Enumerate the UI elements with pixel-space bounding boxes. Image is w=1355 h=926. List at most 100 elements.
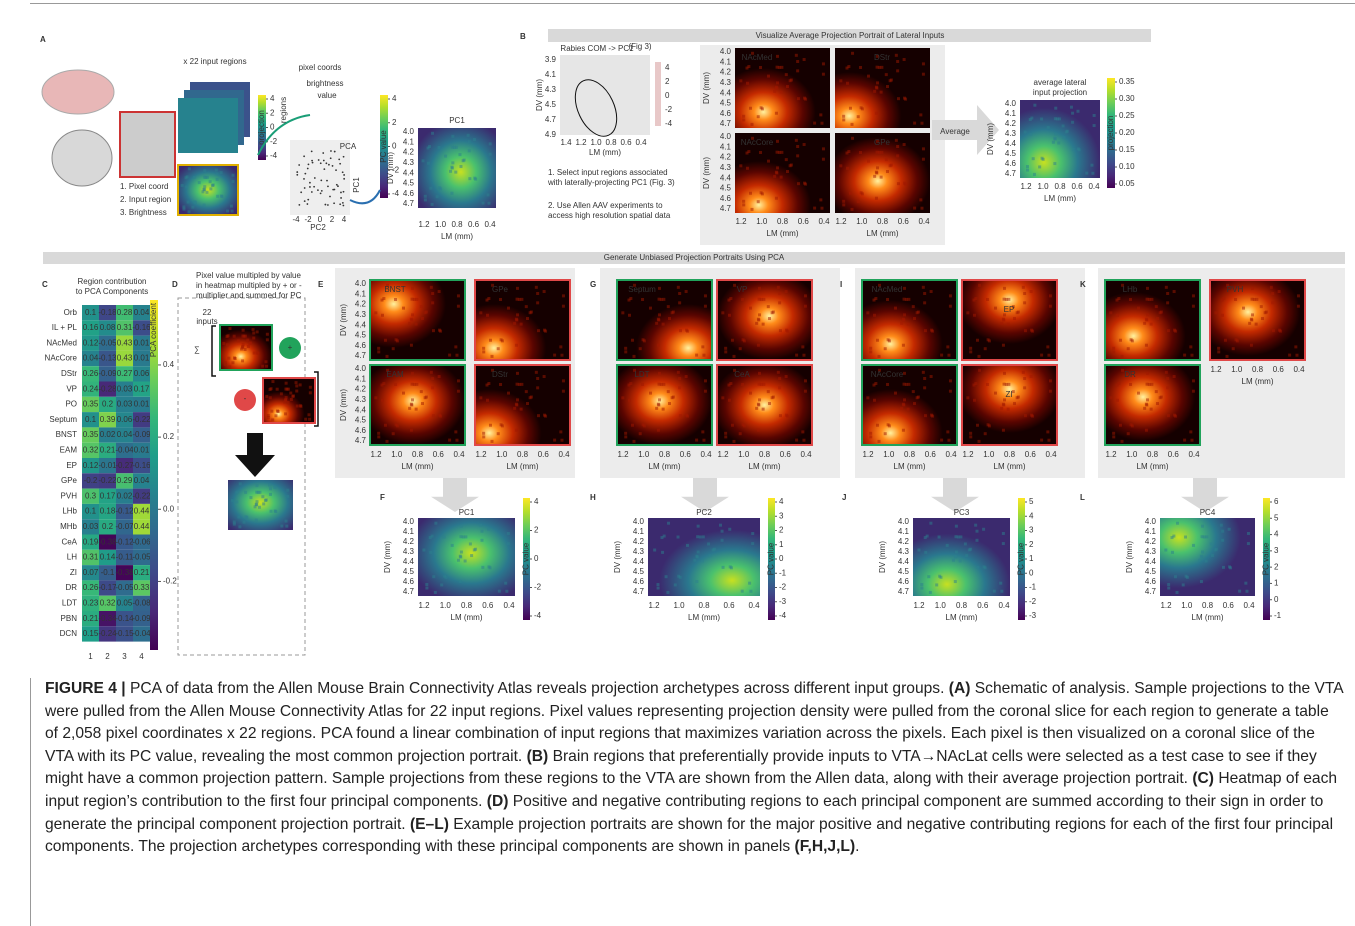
portrait-speck: [775, 197, 778, 200]
column-label: 2: [105, 652, 110, 661]
scatter-dot: [296, 174, 298, 176]
colorbar-tick-label: 0: [779, 554, 784, 563]
portrait-speck: [739, 432, 742, 435]
lm-tick-label: 0.6: [1025, 450, 1037, 459]
scatter-dot: [325, 162, 327, 164]
portrait-speck: [231, 361, 234, 364]
portrait-speck: [1221, 530, 1224, 533]
lm-tick-label: 1.2: [617, 450, 629, 459]
dv-tick-label: 4.5: [403, 179, 415, 188]
portrait-speck: [869, 347, 872, 350]
portrait-speck: [867, 160, 870, 163]
portrait-speck: [896, 69, 899, 72]
portrait-speck: [749, 590, 752, 593]
portrait-speck: [678, 386, 681, 389]
portrait-speck: [285, 396, 288, 399]
portrait-speck: [1024, 329, 1027, 332]
note-text: 1. Select input regions associated: [548, 168, 668, 177]
portrait-speck: [728, 314, 731, 317]
portrait-speck: [885, 73, 888, 76]
portrait-speck: [1297, 305, 1300, 308]
portrait-speck: [929, 591, 932, 594]
cell-value: 0.17: [134, 384, 150, 393]
scatter-dot: [342, 171, 344, 173]
portrait-speck: [851, 137, 854, 140]
portrait-speck: [231, 180, 234, 183]
portrait-speck: [286, 489, 289, 492]
portrait-speck: [233, 523, 236, 526]
portrait-speck: [1121, 355, 1124, 358]
portrait-speck: [894, 307, 897, 310]
note-text: access high resolution spatial data: [548, 211, 671, 220]
portrait-speck: [1172, 535, 1175, 538]
portrait-speck: [900, 407, 903, 410]
portrait-speck: [742, 200, 745, 203]
cell-value: -0.09: [98, 369, 117, 378]
portrait-speck: [438, 146, 441, 149]
portrait-speck: [212, 183, 215, 186]
cell-value: 0.07: [83, 568, 99, 577]
cell-value: 0.01: [134, 445, 150, 454]
portrait-speck: [803, 58, 806, 61]
portrait-speck: [973, 314, 976, 317]
scatter-dot: [326, 180, 328, 182]
portrait-speck: [767, 305, 770, 308]
dv-tick-label: 4.4: [1005, 139, 1017, 148]
portrait-speck: [984, 432, 987, 435]
portrait-speck: [749, 307, 752, 310]
portrait-speck: [748, 582, 751, 585]
portrait-speck: [873, 314, 876, 317]
portrait-speck: [631, 339, 634, 342]
portrait-speck: [1146, 372, 1149, 375]
portrait-speck: [778, 292, 781, 295]
cell-value: -0.22: [98, 476, 117, 485]
scatter-dot: [343, 191, 345, 193]
cell-value: -0.22: [132, 491, 151, 500]
lm-tick-label: 0.4: [558, 450, 570, 459]
portrait-speck: [978, 369, 981, 372]
colorbar-tick-label: 2: [534, 526, 539, 535]
portrait-speck: [481, 566, 484, 569]
brain-schematic: [42, 70, 114, 114]
cell-value: 0.35: [83, 400, 99, 409]
dv-tick-label: 4.1: [545, 70, 557, 79]
portrait-speck: [487, 193, 490, 196]
portrait-speck: [286, 388, 289, 391]
scatter-dot: [340, 197, 342, 199]
portrait-speck: [1198, 559, 1201, 562]
portrait-speck: [562, 379, 565, 382]
portrait-speck: [438, 290, 441, 293]
portrait-speck: [822, 62, 825, 65]
portrait-speck: [628, 314, 631, 317]
lm-tick-label: 0.8: [956, 601, 968, 610]
cell-value: 0.04: [117, 430, 133, 439]
portrait-speck: [742, 203, 745, 206]
portrait-speck: [778, 66, 781, 69]
portrait-speck: [772, 311, 775, 314]
portrait-speck: [857, 200, 860, 203]
portrait-speck: [860, 191, 863, 194]
portrait-speck: [1112, 350, 1115, 353]
portrait-speck: [450, 166, 453, 169]
portrait-speck: [1053, 137, 1056, 140]
portrait-speck: [453, 146, 456, 149]
cell-value: 0.44: [134, 507, 150, 516]
portrait-speck: [411, 287, 414, 290]
portrait-speck: [413, 298, 416, 301]
portrait-speck: [504, 582, 507, 585]
portrait-speck: [1244, 582, 1247, 585]
portrait-speck: [876, 424, 879, 427]
lm-tick-label: 1.0: [1181, 601, 1193, 610]
portrait-speck: [742, 423, 745, 426]
portrait-speck: [874, 297, 877, 300]
dv-tick-label: 4.3: [355, 310, 367, 319]
dv-tick-label: 4.5: [355, 416, 367, 425]
portrait-speck: [955, 525, 958, 528]
annotation: regions: [279, 97, 288, 123]
portrait-speck: [459, 165, 462, 168]
portrait-speck: [1253, 298, 1256, 301]
cell-value: 0.21: [83, 614, 99, 623]
panel-letter: A: [40, 35, 46, 44]
lm-tick-label: 0.6: [680, 450, 692, 459]
portrait-speck: [464, 535, 467, 538]
